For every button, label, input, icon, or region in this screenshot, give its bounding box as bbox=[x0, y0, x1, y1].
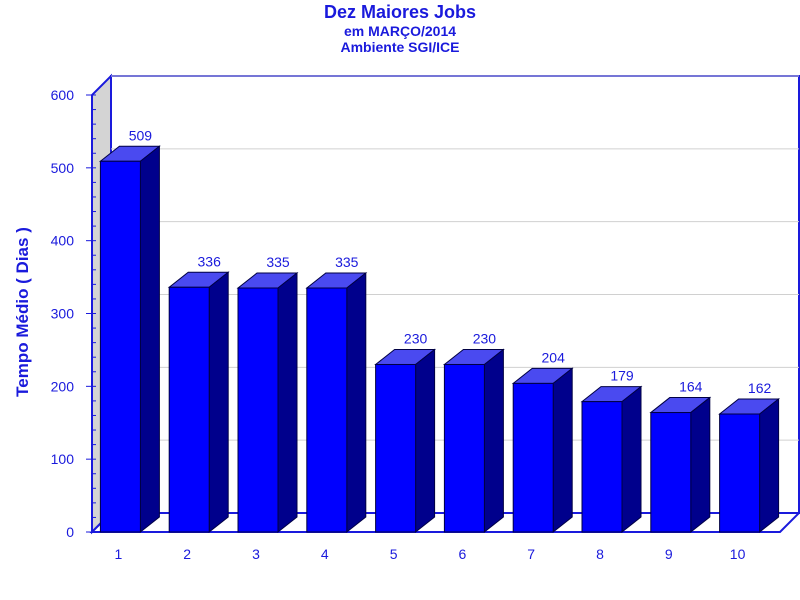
x-tick-label: 4 bbox=[321, 546, 329, 562]
bar-value-label: 335 bbox=[335, 254, 359, 270]
x-tick-label: 6 bbox=[459, 546, 467, 562]
bar bbox=[237, 287, 279, 533]
bar bbox=[581, 401, 623, 533]
x-tick-label: 2 bbox=[183, 546, 191, 562]
bar-value-label: 179 bbox=[610, 368, 634, 384]
y-tick-label: 600 bbox=[51, 87, 75, 103]
y-tick-label: 500 bbox=[51, 160, 75, 176]
bar-value-label: 204 bbox=[542, 349, 566, 365]
bar-value-label: 230 bbox=[404, 330, 428, 346]
x-tick-label: 3 bbox=[252, 546, 260, 562]
x-tick-label: 8 bbox=[596, 546, 604, 562]
x-tick-label: 7 bbox=[527, 546, 535, 562]
x-tick-label: 1 bbox=[115, 546, 123, 562]
bar-value-label: 162 bbox=[748, 380, 772, 396]
bar-value-label: 230 bbox=[473, 330, 497, 346]
bar-value-label: 335 bbox=[266, 254, 290, 270]
bar bbox=[168, 286, 210, 533]
bar bbox=[512, 382, 554, 533]
bar-side bbox=[139, 145, 160, 534]
bar bbox=[99, 160, 141, 533]
chart-subtitle-line-1: em MARÇO/2014 bbox=[343, 23, 457, 39]
bar-side bbox=[759, 397, 780, 534]
y-tick-label: 300 bbox=[51, 306, 75, 322]
y-tick-label: 400 bbox=[51, 233, 75, 249]
bar-value-label: 509 bbox=[129, 127, 153, 143]
bar-side bbox=[277, 271, 298, 534]
chart-title-block: Dez Maiores Jobs em MARÇO/2014 Ambiente … bbox=[0, 0, 800, 55]
bar-value-label: 336 bbox=[198, 253, 222, 269]
bar-side bbox=[690, 396, 711, 534]
x-tick-label: 10 bbox=[730, 546, 746, 562]
y-tick-label: 0 bbox=[66, 524, 74, 540]
bar bbox=[306, 287, 348, 533]
bar bbox=[375, 363, 417, 533]
bar bbox=[719, 413, 761, 533]
bar bbox=[443, 363, 485, 533]
bar-value-label: 164 bbox=[679, 379, 703, 395]
bar-side bbox=[346, 271, 367, 534]
y-tick-label: 100 bbox=[51, 451, 75, 467]
y-axis-label: Tempo Médio ( Dias ) bbox=[13, 227, 32, 397]
chart-subtitle-line-2: Ambiente SGI/ICE bbox=[340, 39, 460, 55]
bar-side bbox=[483, 348, 504, 534]
x-tick-label: 5 bbox=[390, 546, 398, 562]
bar-side bbox=[208, 271, 229, 534]
chart-title: Dez Maiores Jobs bbox=[323, 2, 477, 22]
y-tick-label: 200 bbox=[51, 378, 75, 394]
bar-side bbox=[415, 348, 436, 534]
bar bbox=[650, 412, 692, 533]
bar-side bbox=[621, 385, 642, 534]
x-tick-label: 9 bbox=[665, 546, 673, 562]
bar-side bbox=[552, 367, 573, 534]
